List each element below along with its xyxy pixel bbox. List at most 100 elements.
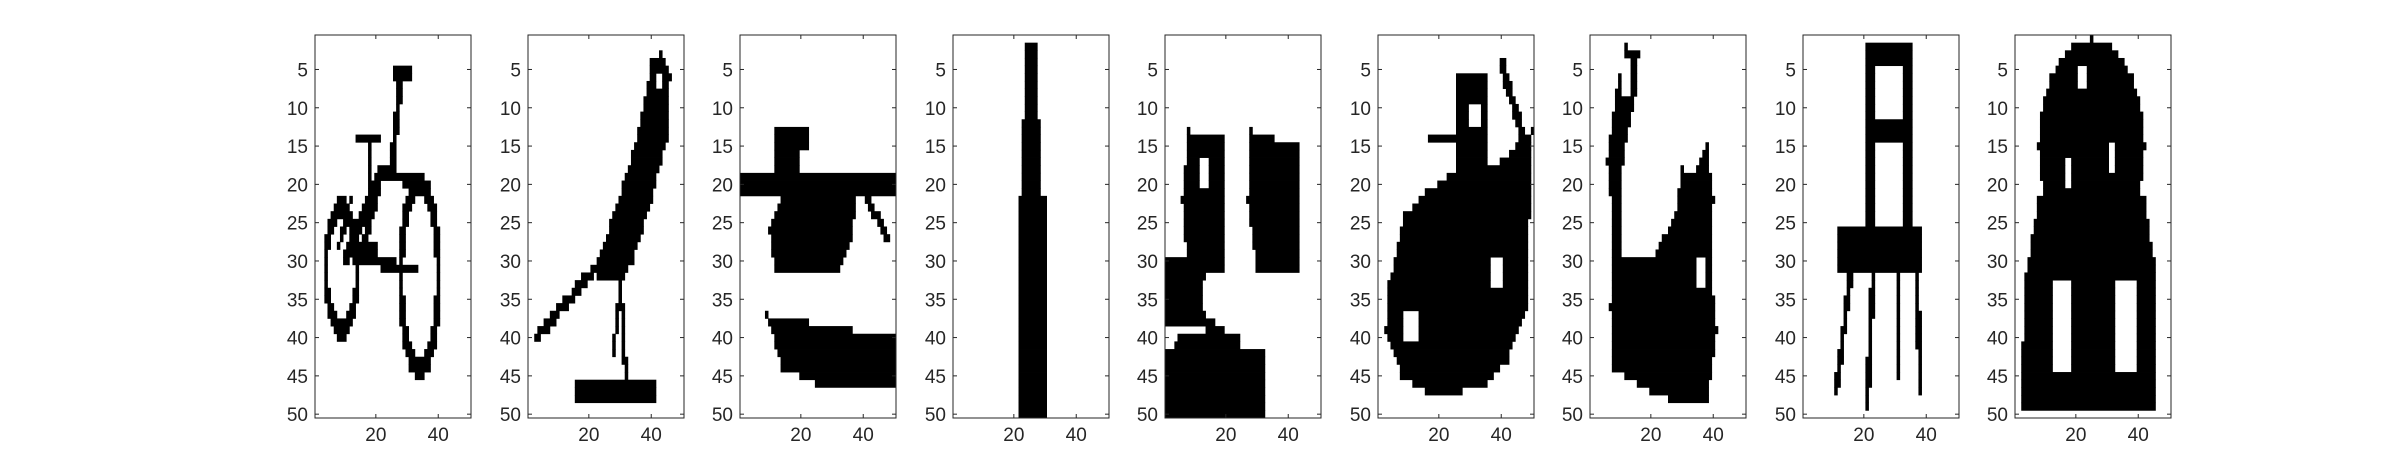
image-cell — [581, 272, 594, 281]
image-cell — [1186, 249, 1225, 258]
y-tick-label: 20 — [1987, 175, 2008, 196]
image-cell — [1868, 326, 1873, 335]
image-cell — [2021, 356, 2053, 365]
image-cell — [1705, 272, 1713, 281]
image-cell — [1024, 65, 1038, 74]
image-cell — [774, 165, 800, 174]
image-cell — [1611, 218, 1622, 227]
image-cell — [774, 264, 841, 273]
image-cell — [574, 280, 588, 289]
image-cell — [361, 203, 378, 212]
image-cell — [1896, 333, 1901, 342]
y-tick-label: 25 — [1987, 214, 2008, 235]
y-tick-label: 5 — [1572, 60, 1583, 81]
image-cell — [774, 126, 810, 135]
y-tick-label: 45 — [1350, 367, 1371, 388]
image-cell — [1868, 333, 1873, 342]
image-cell — [1846, 280, 1854, 289]
image-cell — [1018, 218, 1047, 227]
image-cell — [324, 249, 328, 258]
y-tick-label: 25 — [712, 214, 733, 235]
image-cell — [1840, 333, 1844, 342]
image-cell — [621, 333, 626, 342]
image-cell — [624, 364, 629, 373]
image-cell — [433, 303, 441, 312]
image-cell — [1021, 180, 1041, 189]
y-tick-label: 50 — [712, 405, 733, 426]
image-cell — [2030, 241, 2153, 250]
image-bag — [1384, 57, 1535, 396]
image-cell — [1902, 65, 1913, 74]
image-cell — [2027, 257, 2156, 266]
image-cell — [1396, 249, 1529, 258]
image-cell — [1515, 119, 1522, 128]
image-cell — [1680, 180, 1713, 189]
image-cell — [1165, 318, 1216, 327]
image-cell — [402, 341, 413, 350]
image-cell — [1608, 149, 1625, 158]
image-cell — [1865, 42, 1913, 51]
image-cell — [1456, 88, 1488, 97]
image-cell — [1502, 264, 1529, 273]
image-cell — [1165, 280, 1203, 289]
image-cell — [1186, 241, 1225, 250]
image-cell — [1418, 310, 1526, 319]
image-cell — [1896, 356, 1901, 365]
image-cell — [2071, 356, 2116, 365]
image-cell — [1865, 180, 1876, 189]
image-cell — [1611, 241, 1622, 250]
image-cell — [1186, 142, 1225, 151]
y-tick-label: 30 — [925, 252, 946, 273]
panel-boat: 5 10 15 20 25 30 35 40 45 50 20 40 — [712, 34, 897, 446]
image-cell — [1902, 180, 1913, 189]
image-cell — [399, 303, 406, 312]
image-cell — [2046, 88, 2138, 97]
y-tick-label: 30 — [1350, 252, 1371, 273]
x-tick-label: 40 — [1066, 425, 1087, 446]
y-tick-label: 35 — [1775, 290, 1796, 311]
image-cell — [1705, 142, 1709, 151]
panel-cat: 5 10 15 20 25 30 35 40 45 50 20 40 — [1562, 34, 1747, 446]
image-cell — [393, 126, 400, 135]
image-cell — [1505, 88, 1513, 97]
image-cell — [1456, 165, 1532, 174]
image-cell — [368, 165, 372, 174]
image-cell — [327, 218, 338, 227]
y-tick-label: 50 — [287, 405, 308, 426]
image-cell — [2027, 264, 2156, 273]
image-cell — [1018, 211, 1047, 220]
image-cell — [590, 264, 629, 273]
image-cell — [1868, 349, 1873, 358]
image-cell — [2136, 333, 2156, 342]
image-cell — [774, 341, 897, 350]
image-cell — [1611, 310, 1716, 319]
y-tick-label: 20 — [1137, 175, 1158, 196]
image-cell — [1249, 172, 1300, 181]
image-cell — [1249, 218, 1300, 227]
image-cell — [1865, 80, 1876, 90]
image-cell — [2071, 180, 2141, 189]
x-tick-label: 40 — [1703, 425, 1724, 446]
image-cell — [2049, 73, 2078, 82]
image-cell — [1896, 303, 1901, 312]
image-cell — [1018, 333, 1047, 342]
image-cell — [1902, 88, 1913, 97]
image-cell — [774, 142, 810, 151]
image-cell — [364, 195, 378, 204]
axes-frame — [1802, 34, 1960, 419]
image-cell — [615, 318, 619, 327]
image-cell — [343, 249, 378, 258]
image-cell — [2024, 295, 2053, 304]
image-cell — [2039, 165, 2066, 174]
image-cell — [324, 295, 331, 304]
image-cell — [1608, 303, 1716, 312]
image-cell — [355, 280, 360, 289]
image-cell — [1165, 372, 1266, 381]
image-cell — [436, 272, 441, 281]
image-cell — [662, 80, 669, 90]
image-cell — [1865, 356, 1873, 365]
image-cell — [1480, 103, 1488, 112]
image-cell — [1680, 172, 1713, 181]
image-cell — [1418, 195, 1532, 204]
image-cell — [549, 310, 560, 319]
